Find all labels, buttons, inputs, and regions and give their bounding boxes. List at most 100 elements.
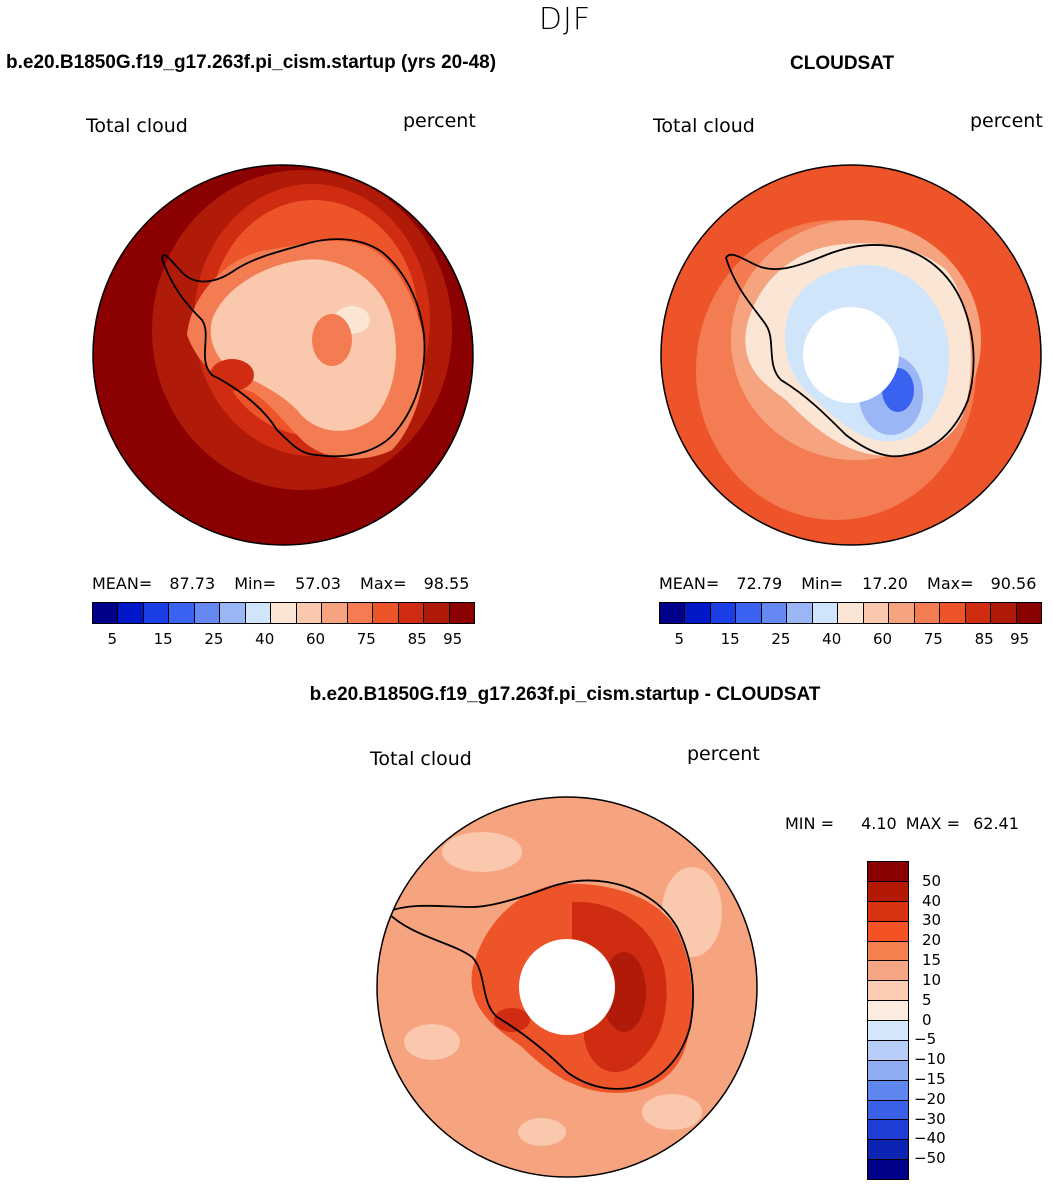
colorbar-swatch (398, 603, 425, 623)
colorbar-swatch (868, 1080, 908, 1101)
colorbar-tick-label: 25 (771, 630, 791, 648)
colorbar-swatch (347, 603, 374, 623)
colorbar-swatch (424, 603, 450, 623)
colorbar-tick-label: 40 (255, 630, 275, 648)
colorbar-swatch (914, 603, 941, 623)
colorbar-tick-label: 75 (356, 630, 376, 648)
colorbar-swatch (868, 1100, 908, 1121)
panel1-title: b.e20.B1850G.f19_g17.263f.pi_cism.startu… (6, 52, 497, 73)
panel2-units-label: percent (970, 110, 1043, 132)
colorbar-tick-label: 15 (720, 630, 740, 648)
colorbar-tick-label: 10 (922, 970, 942, 989)
colorbar-tick-label: 85 (974, 630, 994, 648)
season-title: DJF (538, 2, 592, 37)
ice-max (602, 952, 646, 1032)
min-value: 17.20 (862, 574, 908, 593)
colorbar-tick-label: −30 (914, 1109, 946, 1128)
max-label: Max= (927, 574, 974, 593)
colorbar-tick-label: −40 (914, 1129, 946, 1148)
max-label: Max= (360, 574, 407, 593)
max-label: MAX = (905, 814, 960, 833)
max-value: 62.41 (973, 814, 1019, 833)
colorbar-swatch (889, 603, 915, 623)
colorbar-tick-label: 60 (872, 630, 893, 648)
colorbar-swatch (940, 603, 966, 623)
colorbar-tick-label: 95 (1010, 630, 1030, 648)
colorbar-swatch (787, 603, 813, 623)
colorbar-swatch (868, 1021, 908, 1041)
colorbar-swatch (220, 603, 246, 623)
contour-patch-5 (518, 1118, 566, 1146)
colorbar-swatch (271, 603, 297, 623)
max-value: 90.56 (990, 574, 1037, 593)
colorbar-tick-label: 85 (407, 630, 427, 648)
colorbar-tick-label: 5 (674, 630, 685, 648)
colorbar-tick-label: 5 (922, 990, 932, 1009)
coastline (725, 244, 975, 458)
colorbar-model-ticks: 5 15 25 40 60 75 85 95 (92, 630, 473, 650)
missing-data-hole (803, 307, 899, 403)
colorbar-swatch (143, 603, 170, 623)
colorbar-tick-label: 30 (922, 911, 942, 930)
panel1-variable-label: Total cloud (86, 115, 188, 137)
panel2-variable-label: Total cloud (653, 115, 755, 137)
colorbar-swatch (838, 603, 864, 623)
colorbar-swatch (868, 1160, 908, 1179)
colorbar-cloudsat (659, 602, 1042, 624)
colorbar-swatch (863, 603, 890, 623)
colorbar-difference-ticks: 50 40 30 20 15 10 5 0 −5 −10 −15 −20 −30 −40 −50 (914, 861, 974, 1178)
ice-low (494, 1008, 530, 1032)
polar-map-cloudsat (660, 164, 1042, 546)
colorbar-difference (867, 861, 909, 1180)
colorbar-swatch (868, 1140, 908, 1161)
mean-label: MEAN= (92, 574, 153, 593)
colorbar-swatch (194, 603, 221, 623)
coastline (161, 238, 426, 458)
colorbar-tick-label: 75 (923, 630, 943, 648)
colorbar-tick-label: 50 (922, 871, 942, 890)
colorbar-swatch (736, 603, 762, 623)
colorbar-swatch (373, 603, 399, 623)
colorbar-swatch (169, 603, 195, 623)
panel2-stats: MEAN= 72.79 Min= 17.20 Max= 90.56 (659, 574, 1036, 593)
min-value: 57.03 (295, 574, 341, 593)
colorbar-tick-label: 15 (922, 951, 942, 970)
panel3-units-label: percent (687, 743, 760, 765)
colorbar-swatch (868, 901, 908, 922)
coastline (385, 879, 694, 1090)
colorbar-swatch (868, 1120, 908, 1141)
colorbar-swatch (868, 981, 908, 1002)
colorbar-swatch (868, 881, 908, 902)
contour-patch-3 (404, 1024, 460, 1060)
contour-patch-1 (442, 832, 522, 872)
colorbar-swatch (449, 603, 475, 623)
colorbar-swatch (1016, 603, 1042, 623)
mean-label: MEAN= (659, 574, 720, 593)
ice-low (312, 314, 352, 366)
colorbar-swatch (93, 603, 119, 623)
colorbar-swatch (991, 603, 1017, 623)
colorbar-swatch (322, 603, 348, 623)
colorbar-swatch (710, 603, 737, 623)
panel3-variable-label: Total cloud (370, 748, 472, 770)
panel3-title: b.e20.B1850G.f19_g17.263f.pi_cism.startu… (309, 684, 821, 705)
colorbar-swatch (296, 603, 323, 623)
mean-value: 72.79 (736, 574, 783, 593)
min-value: 4.10 (861, 814, 897, 833)
missing-data-hole (519, 939, 615, 1035)
polar-map-difference (376, 796, 758, 1178)
colorbar-tick-label: 5 (107, 630, 118, 648)
colorbar-tick-label: 15 (153, 630, 173, 648)
panel1-stats: MEAN= 87.73 Min= 57.03 Max= 98.55 (92, 574, 469, 593)
polar-map-model (92, 164, 474, 546)
colorbar-swatch (868, 1001, 908, 1021)
colorbar-swatch (812, 603, 839, 623)
max-value: 98.55 (423, 574, 470, 593)
colorbar-swatch (868, 921, 908, 942)
colorbar-swatch (868, 1060, 908, 1081)
colorbar-cloudsat-ticks: 5 15 25 40 60 75 85 95 (659, 630, 1040, 650)
colorbar-model (92, 602, 475, 624)
colorbar-tick-label: 20 (922, 931, 942, 950)
panel3-minmax: MIN = 4.10 MAX = 62.41 (785, 814, 1019, 833)
min-label: Min= (801, 574, 844, 593)
